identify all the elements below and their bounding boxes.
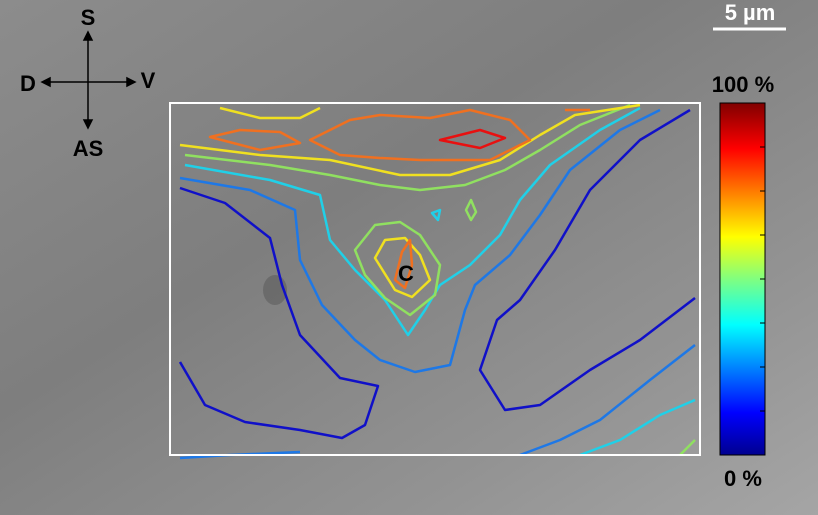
orientation-right: V: [141, 68, 156, 93]
colorbar-min-label: 0 %: [724, 466, 762, 491]
colorbar-max-label: 100 %: [712, 72, 774, 97]
analysis-region: [169, 102, 701, 456]
orientation-left: D: [20, 71, 36, 96]
orientation-up: S: [81, 5, 96, 30]
marker-label: C: [398, 261, 414, 286]
scale-bar-label: 5 µm: [725, 0, 776, 25]
orientation-down: AS: [73, 136, 104, 161]
colorbar-ticks: [760, 146, 765, 412]
orientation-compass: [40, 30, 137, 130]
colorbar: [719, 102, 766, 456]
contours: [178, 103, 696, 460]
